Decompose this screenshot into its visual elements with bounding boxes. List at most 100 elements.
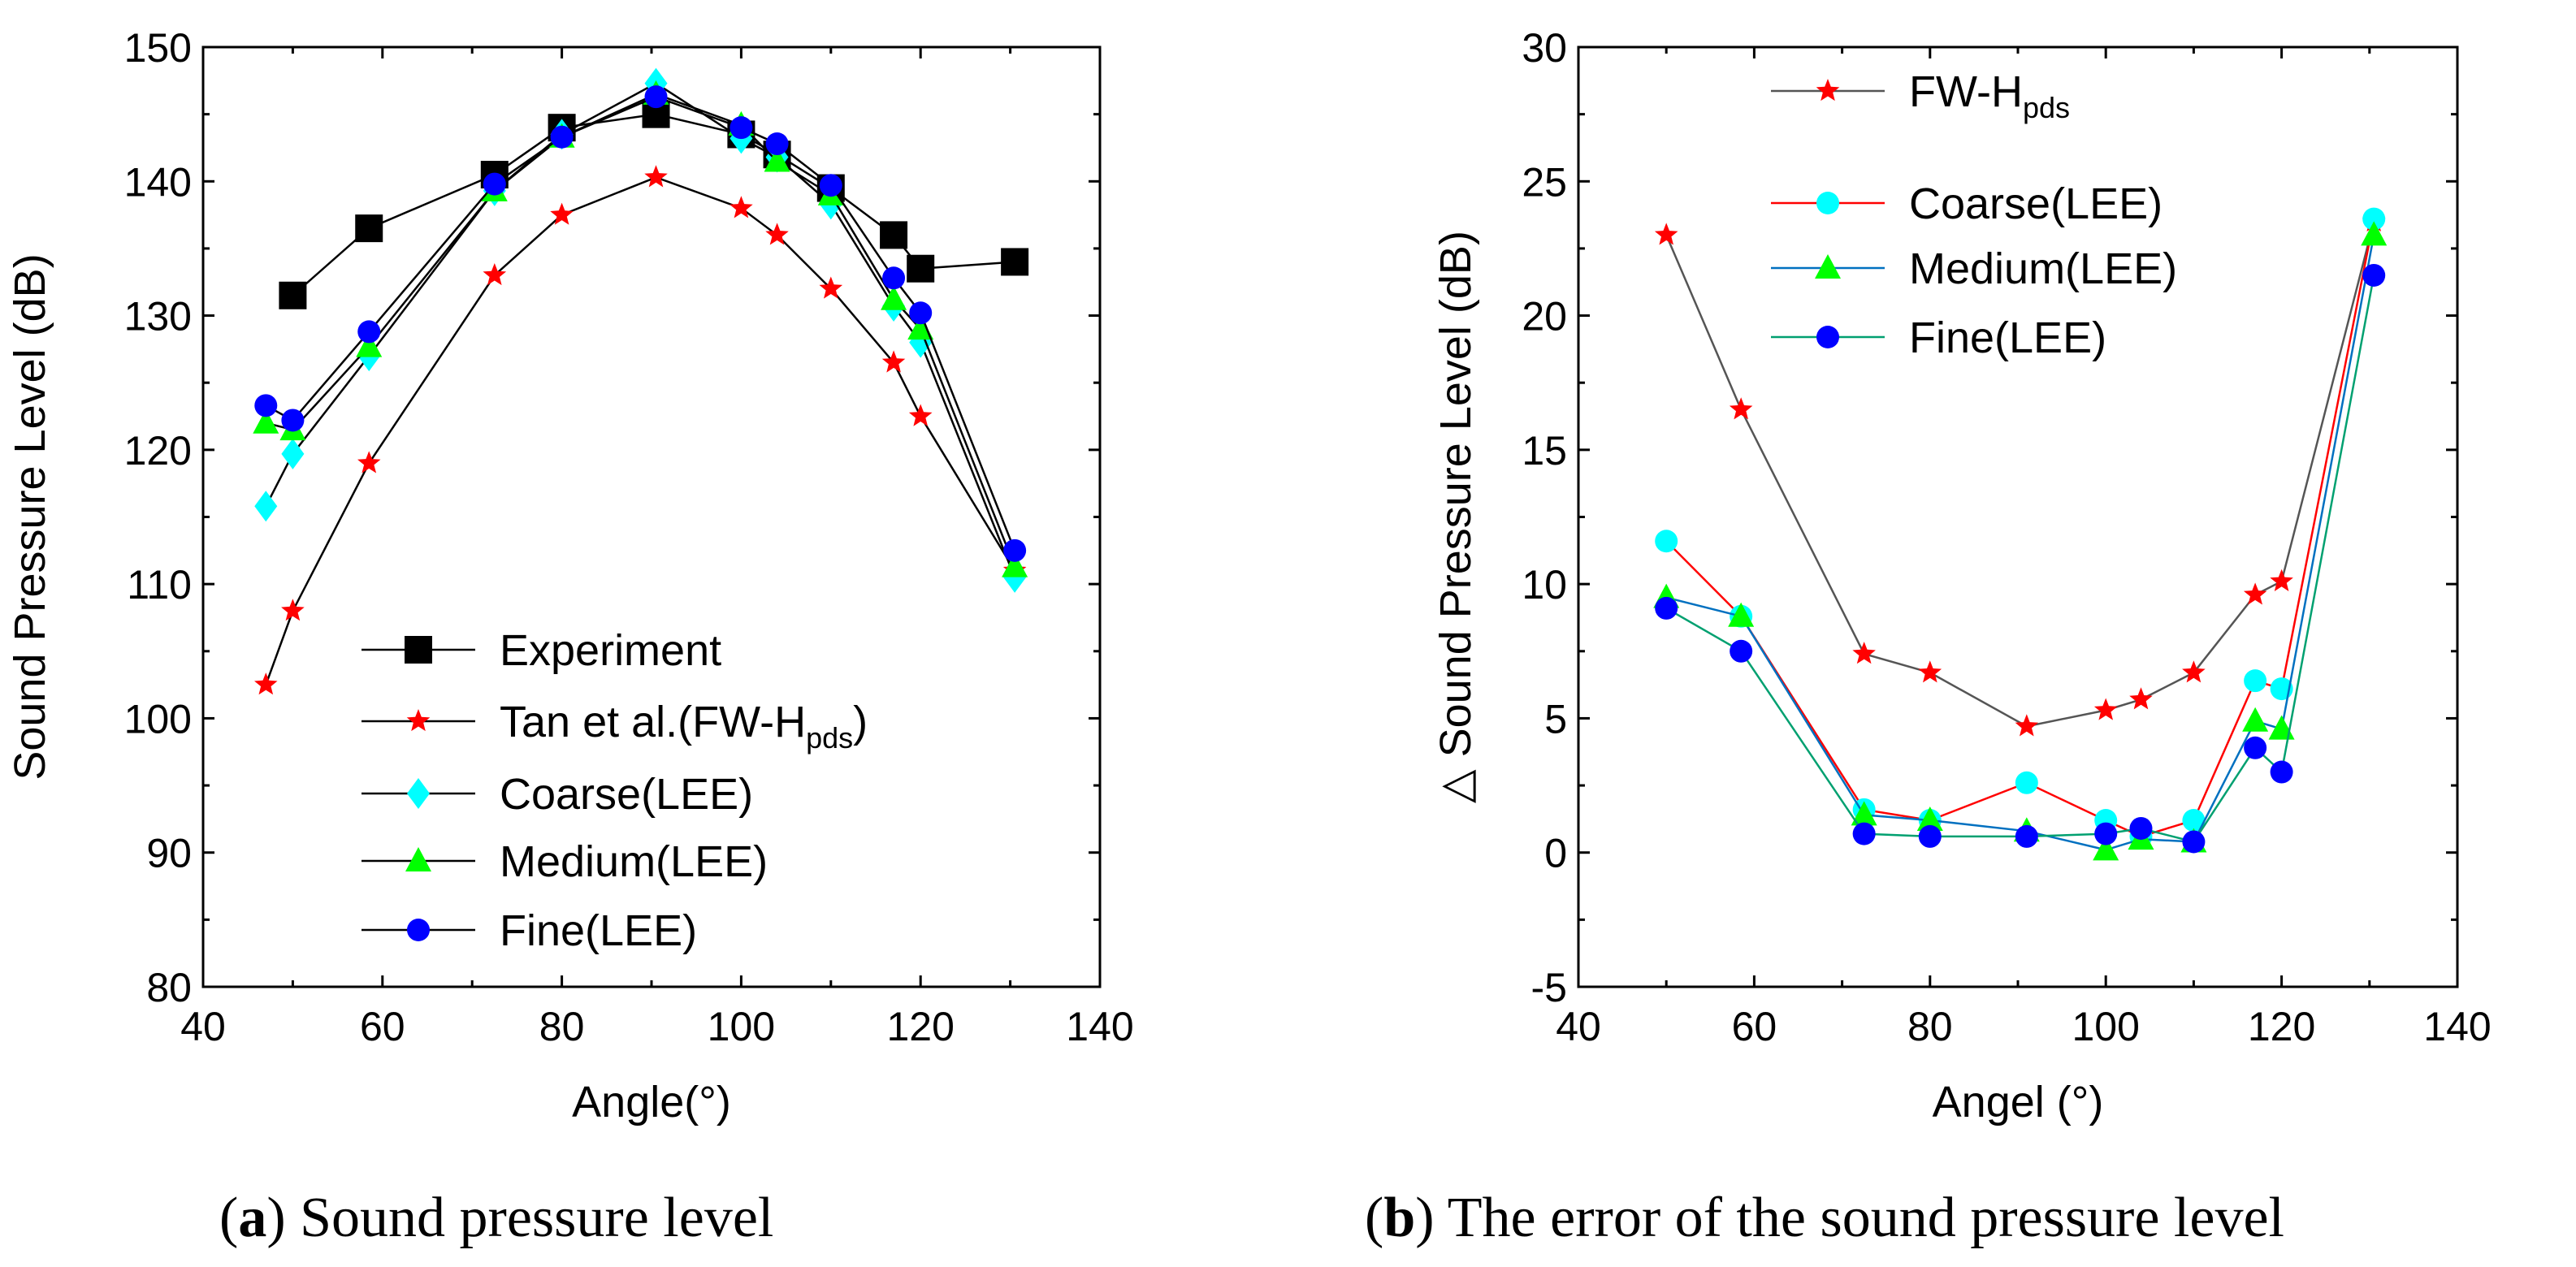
panel-b-x-tick-label: 120 xyxy=(2248,1004,2315,1049)
panel-b-data-point xyxy=(2094,822,2118,845)
panel-b-series-coarse-lee- xyxy=(1655,207,2386,848)
panel-a-legend-marker xyxy=(405,636,432,664)
panel-b-data-point xyxy=(2182,830,2206,854)
panel-a-data-point xyxy=(357,320,381,344)
panel-b-data-point xyxy=(2129,816,2153,840)
panel-b-data-point xyxy=(1729,397,1753,420)
panel-b-legend-label: Coarse(LEE) xyxy=(1909,179,2163,228)
panel-b-data-point xyxy=(2093,698,2118,720)
panel-a-data-point xyxy=(644,165,668,188)
panel-a-data-point xyxy=(882,266,906,290)
panel-a-x-tick-label: 60 xyxy=(360,1004,405,1049)
panel-b-data-point xyxy=(2242,707,2269,732)
panel-b-legend: FW-Hpds Coarse(LEE) Medium(LEE) Fine(LEE) xyxy=(1771,67,2177,362)
panel-b-data-point xyxy=(2270,760,2293,784)
panel-b-data-point xyxy=(1918,824,1942,848)
panel-b-data-point xyxy=(2129,687,2153,710)
panel-b-y-tick-label: 0 xyxy=(1544,831,1567,876)
panel-a-data-point xyxy=(907,254,935,283)
panel-a-series-line xyxy=(292,113,1015,296)
panel-a-x-axis-title: Angle(°) xyxy=(572,1078,731,1126)
panel-a-legend-item: Coarse(LEE) xyxy=(362,770,753,819)
panel-a-data-point xyxy=(550,202,574,225)
panel-b-data-point xyxy=(2362,263,2386,287)
panel-b-data-point xyxy=(1654,223,1678,245)
panel-b-y-tick-label: 15 xyxy=(1522,428,1567,474)
panel-b-y-tick-label: 10 xyxy=(1522,562,1567,608)
panel-a-legend-item: Fine(LEE) xyxy=(362,906,697,955)
panel-b-legend-marker xyxy=(1816,79,1840,102)
panel-a-legend-marker xyxy=(407,919,430,941)
panel-b-data-point xyxy=(1916,806,1943,832)
panel-b-x-tick-label: 60 xyxy=(1732,1004,1777,1049)
panel-a-data-point xyxy=(1003,538,1027,562)
panel-b-data-point xyxy=(1730,639,1753,663)
panel-b-y-tick-label: -5 xyxy=(1531,965,1567,1010)
panel-a-y-tick-label: 100 xyxy=(124,696,192,742)
panel-a-y-tick-label: 110 xyxy=(127,562,192,608)
panel-a-data-point xyxy=(819,276,843,299)
panel-b-data-point xyxy=(2362,207,2386,231)
panel-b-data-point xyxy=(1655,596,1678,620)
panel-a-legend-marker xyxy=(405,847,431,871)
panel-a-data-point xyxy=(281,599,305,621)
panel-a-data-point xyxy=(907,315,934,340)
panel-a-x-tick-label: 40 xyxy=(180,1004,226,1049)
panel-b-data-point xyxy=(2182,660,2206,683)
panel-a-data-point xyxy=(765,223,789,245)
panel-b-y-tick-label: 30 xyxy=(1522,25,1567,71)
panel-b-legend-label: Fine(LEE) xyxy=(1909,314,2106,362)
panel-a-series-experiment xyxy=(279,100,1029,309)
panel-a-legend-label: Tan et al.(FW-Hpds) xyxy=(500,698,868,755)
panel-a-legend-marker xyxy=(406,709,431,732)
panel-b-data-point xyxy=(1852,822,1876,845)
panel-b-legend-item: Coarse(LEE) xyxy=(1771,179,2163,228)
panel-b-data-point xyxy=(2361,221,2388,246)
panel-a-x-tick-label: 100 xyxy=(708,1004,775,1049)
panel-a-data-point xyxy=(909,301,933,325)
panel-b-legend-item: Fine(LEE) xyxy=(1771,314,2106,362)
panel-a-caption: (a) Sound pressure level xyxy=(219,1187,773,1249)
panel-a-legend-label: Medium(LEE) xyxy=(500,837,768,886)
panel-a-legend-label: Fine(LEE) xyxy=(500,906,697,955)
panel-a-y-axis-title: Sound Pressure Level (dB) xyxy=(6,253,54,780)
panel-a-x-tick-label: 140 xyxy=(1066,1004,1133,1049)
panel-a-y-tick-label: 120 xyxy=(124,428,192,474)
panel-a-data-point xyxy=(356,332,383,357)
panel-b-data-point xyxy=(2244,736,2267,759)
panel-b-legend-item: FW-Hpds xyxy=(1771,67,2070,124)
panel-a-x-tick-label: 120 xyxy=(886,1004,954,1049)
panel-b-y-tick-label: 20 xyxy=(1522,294,1567,339)
panel-b-data-point xyxy=(2244,669,2267,693)
panel-a-data-point xyxy=(881,285,907,310)
panel-a-y-tick-label: 90 xyxy=(146,831,192,876)
panel-a-data-point xyxy=(819,174,842,197)
panel-a-data-point xyxy=(644,85,668,109)
panel-a-legend: Experiment Tan et al.(FW-Hpds) Coarse(LEE)… xyxy=(362,626,868,955)
panel-a-data-point xyxy=(355,214,383,243)
panel-b-data-point xyxy=(2015,771,2038,794)
panel-b-data-point xyxy=(2015,824,2038,848)
panel-b-data-point xyxy=(1852,642,1876,664)
panel-a-y-tick-label: 140 xyxy=(124,159,192,205)
panel-a-data-point xyxy=(279,281,307,309)
panel-b-x-tick-label: 80 xyxy=(1907,1004,1953,1049)
panel-a-data-point xyxy=(483,172,506,196)
panel-b-legend-label: FW-Hpds xyxy=(1909,67,2070,124)
panel-a-data-point xyxy=(765,132,789,156)
panel-a-series-fine-lee- xyxy=(254,85,1027,562)
panel-a-data-point xyxy=(253,409,279,434)
panel-a-legend-item: Medium(LEE) xyxy=(362,837,768,886)
panel-a-data-point xyxy=(281,438,305,469)
panel-b-x-tick-label: 140 xyxy=(2423,1004,2491,1049)
panel-a-legend-item: Tan et al.(FW-Hpds) xyxy=(362,698,868,755)
panel-a-sound-pressure-level: 40 60 80 100 120 140 80 90 100 110 120 130 140 150 Ang… xyxy=(6,25,1134,1249)
panel-b-data-point xyxy=(2182,809,2206,832)
panel-a-data-point xyxy=(550,125,574,149)
panel-a-legend-label: Experiment xyxy=(500,626,721,675)
panel-a-data-point xyxy=(254,672,278,695)
panel-b-x-axis-title: Angel (°) xyxy=(1933,1078,2104,1126)
panel-a-x-tick-label: 80 xyxy=(539,1004,585,1049)
panel-a-legend-marker xyxy=(407,778,430,809)
